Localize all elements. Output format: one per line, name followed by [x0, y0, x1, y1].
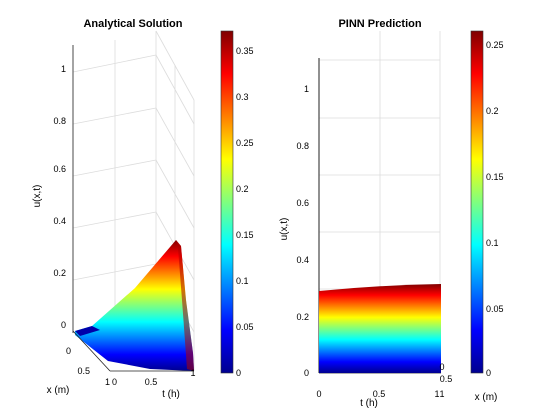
left-t-tick: 0	[112, 377, 117, 387]
left-z-tick: 0.8	[53, 116, 66, 126]
right-x-tick: 0	[439, 362, 444, 372]
left-z-tick: 1	[61, 64, 66, 74]
right-t-label: t (h)	[360, 398, 378, 409]
right-t-ticks: 0 0.5 1	[316, 389, 439, 399]
left-colorbar-tick: 0.25	[236, 138, 254, 148]
left-z-tick: 0	[61, 320, 66, 330]
right-t-tick: 0	[316, 389, 321, 399]
left-x-label: x (m)	[47, 385, 70, 396]
right-colorbar: 0 0.05 0.1 0.15 0.2 0.25	[471, 31, 504, 378]
left-colorbar-tick: 0.15	[236, 230, 254, 240]
right-x-label: x (m)	[475, 392, 498, 403]
left-z-ticks: 0 0.2 0.4 0.6 0.8 1	[53, 64, 66, 330]
left-z-tick: 0.6	[53, 164, 66, 174]
left-t-label: t (h)	[162, 389, 180, 400]
left-plot: Analytical Solution	[32, 18, 254, 400]
right-z-tick: 1	[304, 84, 309, 94]
right-colorbar-tick: 0.25	[486, 40, 504, 50]
left-colorbar-tick: 0.1	[236, 276, 249, 286]
right-z-tick: 0.2	[296, 312, 309, 322]
right-z-tick: 0	[304, 368, 309, 378]
right-colorbar-tick: 0.05	[486, 304, 504, 314]
right-colorbar-tick: 0.15	[486, 172, 504, 182]
right-x-ticks: 0 0.5 1	[439, 362, 452, 399]
right-surface	[319, 284, 441, 373]
left-colorbar-tick: 0	[236, 368, 241, 378]
right-colorbar-tick: 0.2	[486, 106, 499, 116]
left-x-tick: 0	[66, 346, 71, 356]
left-colorbar-tick: 0.35	[236, 46, 254, 56]
left-t-tick: 0.5	[145, 377, 158, 387]
left-x-tick: 1	[105, 377, 110, 387]
right-colorbar-bar	[471, 31, 483, 373]
right-z-tick: 0.4	[296, 255, 309, 265]
right-plot: PINN Prediction 0 0.2 0.4 0.6 0.8 1 0 0.…	[279, 18, 504, 409]
left-colorbar: 0 0.05 0.1 0.15 0.2 0.25 0.3 0.35	[221, 31, 254, 378]
left-z-label: u(x,t)	[32, 185, 43, 208]
left-z-tick: 0.4	[53, 216, 66, 226]
left-colorbar-tick: 0.05	[236, 322, 254, 332]
left-title: Analytical Solution	[83, 18, 182, 30]
left-colorbar-tick: 0.3	[236, 92, 249, 102]
right-colorbar-tick: 0	[486, 368, 491, 378]
right-title: PINN Prediction	[338, 18, 421, 30]
right-z-tick: 0.6	[296, 198, 309, 208]
right-x-tick: 1	[439, 389, 444, 399]
left-x-tick: 0.5	[77, 366, 90, 376]
right-z-label: u(x,t)	[279, 218, 290, 241]
left-colorbar-bar	[221, 31, 233, 373]
right-colorbar-tick: 0.1	[486, 238, 499, 248]
right-z-tick: 0.8	[296, 141, 309, 151]
left-colorbar-tick: 0.2	[236, 184, 249, 194]
right-x-tick: 0.5	[440, 374, 453, 384]
right-z-ticks: 0 0.2 0.4 0.6 0.8 1	[296, 84, 309, 378]
left-t-tick: 1	[190, 368, 195, 378]
left-z-tick: 0.2	[53, 268, 66, 278]
left-surface	[75, 240, 194, 371]
